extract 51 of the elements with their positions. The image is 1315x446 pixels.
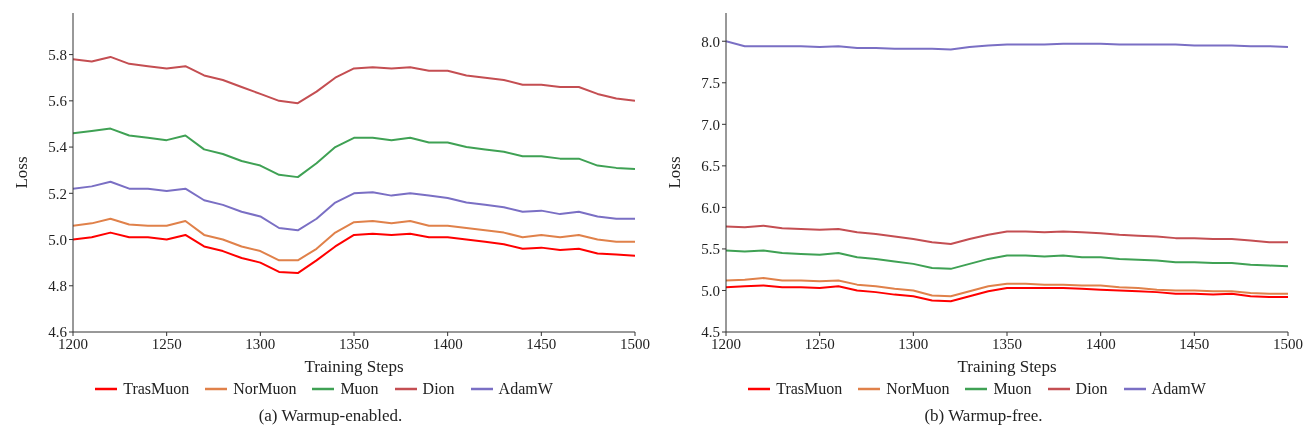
legend-label: NorMuon	[886, 380, 950, 398]
x-tick-label: 1250	[151, 335, 182, 352]
x-tick-label: 1250	[804, 335, 835, 352]
y-tick-label: 5.4	[48, 139, 68, 156]
y-axis-title: Loss	[12, 156, 32, 189]
y-tick-label: 7.0	[701, 116, 720, 133]
line-series	[73, 180, 635, 232]
line-series	[73, 231, 635, 275]
x-tick-label: 1500	[1273, 335, 1303, 352]
y-tick-label: 5.0	[701, 282, 720, 299]
y-tick-label: 8.0	[701, 33, 720, 50]
x-axis-title: Training Steps	[957, 357, 1057, 376]
y-axis-title: Loss	[665, 156, 685, 189]
y-tick-label: 4.8	[48, 278, 67, 295]
legend-label: TrasMuon	[123, 380, 190, 398]
x-tick-label: 1350	[992, 335, 1022, 352]
x-axis-title: Training Steps	[304, 357, 404, 376]
x-tick-label: 1300	[245, 335, 276, 352]
legend-label: TrasMuon	[776, 380, 843, 398]
legend-label: Dion	[422, 380, 455, 398]
line-series	[73, 55, 635, 105]
legend-label: NorMuon	[233, 380, 297, 398]
y-tick-label: 6.0	[701, 199, 720, 216]
line-series	[726, 224, 1288, 245]
text: (b) Warmup-free.	[924, 406, 1043, 426]
x-tick-label: 1450	[526, 335, 557, 352]
line-series	[73, 217, 635, 262]
text: (a) Warmup-enabled.	[258, 406, 403, 426]
x-tick-label: 1500	[620, 335, 650, 352]
line-series	[726, 40, 1288, 51]
legend-label: Dion	[1075, 380, 1108, 398]
x-tick-label: 1450	[1179, 335, 1210, 352]
y-tick-label: 5.2	[48, 185, 67, 202]
x-tick-label: 1300	[898, 335, 929, 352]
y-tick-label: 7.5	[701, 75, 720, 92]
y-tick-label: 5.0	[48, 231, 67, 248]
legend-label: Muon	[993, 380, 1032, 398]
line-series	[73, 127, 635, 179]
line-series	[726, 284, 1288, 303]
x-tick-label: 1400	[432, 335, 463, 352]
legend-label: Muon	[340, 380, 379, 398]
y-tick-label: 5.6	[48, 93, 68, 110]
legend-label: AdamW	[498, 380, 553, 398]
x-tick-label: 1400	[1085, 335, 1116, 352]
y-tick-label: 6.5	[701, 158, 720, 175]
line-series	[726, 249, 1288, 270]
x-tick-label: 1350	[339, 335, 369, 352]
y-tick-label: 5.8	[48, 46, 67, 63]
legend-label: AdamW	[1151, 380, 1206, 398]
line-series	[726, 277, 1288, 298]
y-tick-label: 5.5	[701, 241, 720, 258]
